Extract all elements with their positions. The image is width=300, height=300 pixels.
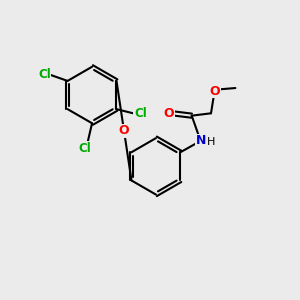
Text: H: H (207, 137, 215, 147)
Text: O: O (119, 124, 129, 137)
Text: O: O (164, 107, 174, 120)
Text: Cl: Cl (78, 142, 91, 155)
Text: O: O (209, 85, 220, 98)
Text: Cl: Cl (134, 107, 147, 120)
Text: N: N (195, 134, 206, 147)
Text: Cl: Cl (38, 68, 51, 81)
